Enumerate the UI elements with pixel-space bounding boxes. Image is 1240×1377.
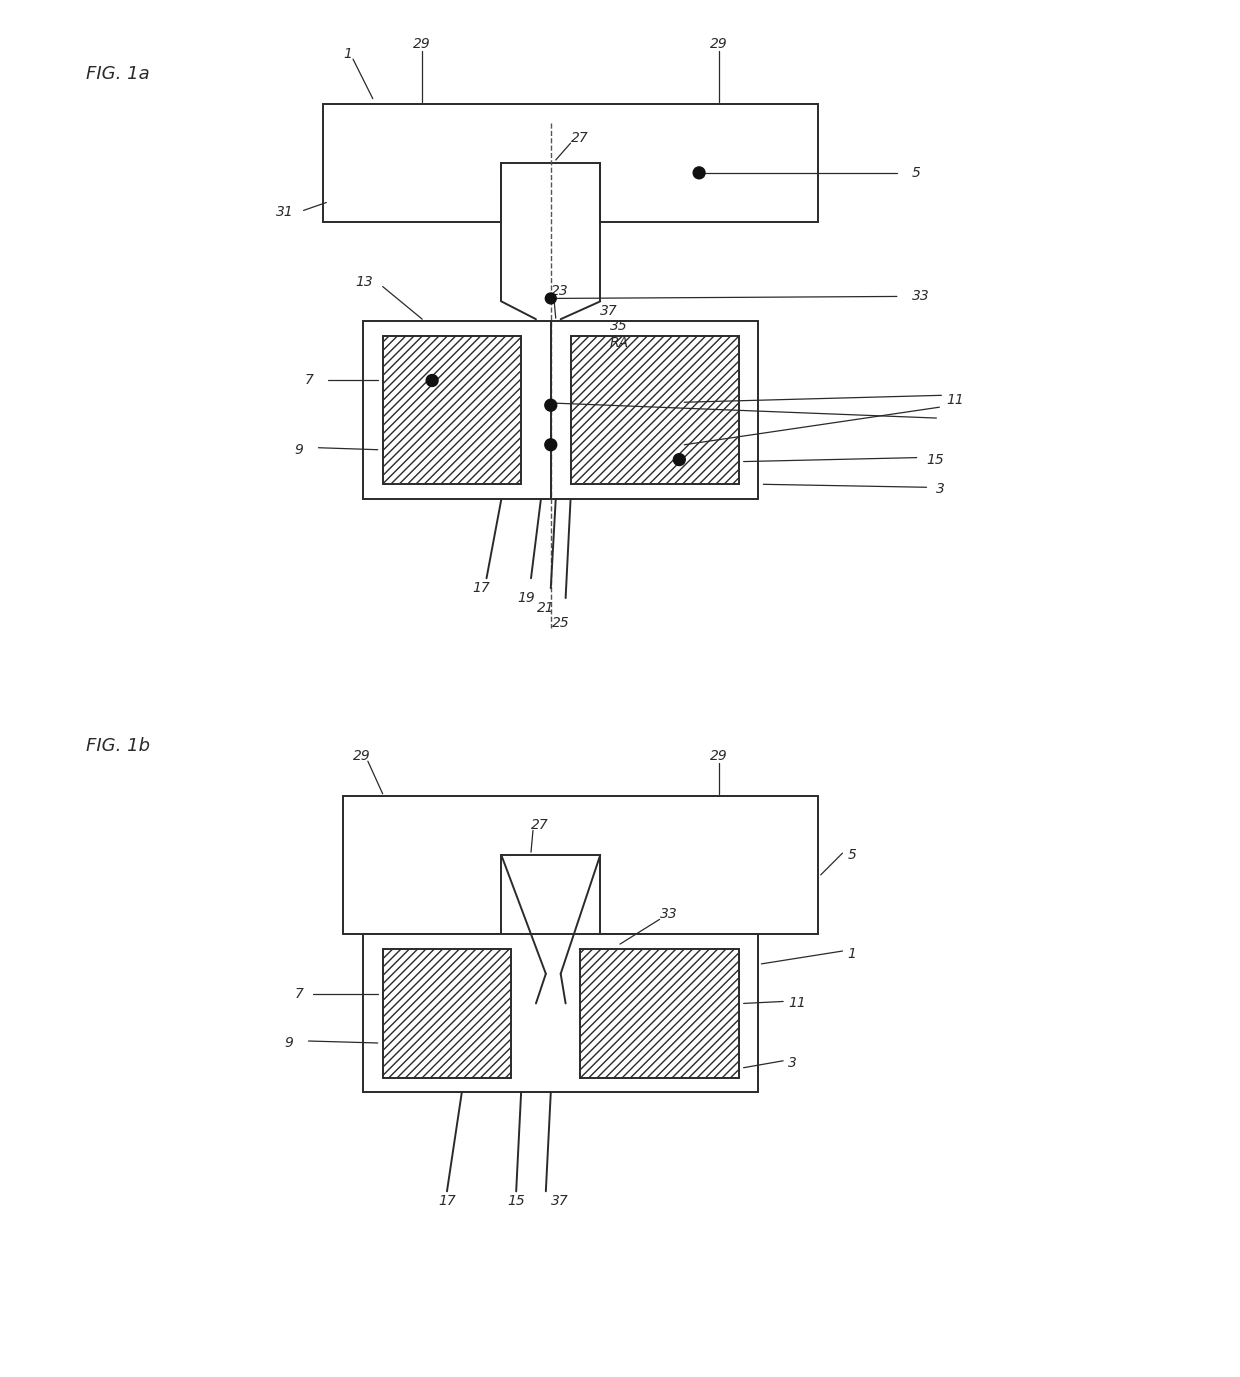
Text: 27: 27: [531, 818, 549, 833]
Text: 11: 11: [789, 997, 806, 1011]
Text: 3: 3: [936, 482, 945, 496]
Text: 1: 1: [847, 947, 857, 961]
Bar: [570, 336, 739, 485]
Text: 29: 29: [711, 37, 728, 51]
Bar: [383, 949, 511, 1078]
Text: 23: 23: [551, 285, 568, 299]
Text: 11: 11: [946, 394, 963, 408]
Polygon shape: [343, 796, 817, 934]
Text: 7: 7: [305, 373, 314, 387]
Text: 9: 9: [285, 1036, 294, 1051]
Bar: [383, 336, 521, 485]
Circle shape: [693, 167, 706, 179]
Text: 35: 35: [610, 319, 627, 333]
Circle shape: [544, 399, 557, 412]
Text: FIG. 1b: FIG. 1b: [86, 737, 150, 756]
Text: 27: 27: [570, 131, 588, 145]
Text: 29: 29: [711, 749, 728, 763]
Text: 15: 15: [507, 1194, 525, 1208]
Text: 5: 5: [847, 848, 857, 862]
Text: 7: 7: [295, 986, 304, 1001]
Circle shape: [427, 375, 438, 387]
Text: 17: 17: [438, 1194, 456, 1208]
Text: 13: 13: [355, 274, 373, 289]
Text: 33: 33: [660, 907, 677, 921]
Text: 5: 5: [911, 165, 920, 180]
Bar: [580, 949, 739, 1078]
Text: 1: 1: [343, 47, 352, 61]
Text: 37: 37: [551, 1194, 568, 1208]
Text: FIG. 1a: FIG. 1a: [86, 65, 150, 83]
Polygon shape: [324, 103, 817, 222]
Bar: [363, 321, 759, 498]
Circle shape: [546, 293, 557, 304]
Text: 21: 21: [537, 600, 554, 616]
Text: 9: 9: [295, 442, 304, 457]
Bar: [363, 934, 759, 1092]
Text: 33: 33: [911, 289, 930, 303]
Text: 25: 25: [552, 616, 569, 629]
Text: 17: 17: [472, 581, 491, 595]
Text: 37: 37: [600, 304, 618, 318]
Text: 15: 15: [926, 453, 945, 467]
Text: 29: 29: [413, 37, 432, 51]
Text: 3: 3: [789, 1056, 797, 1070]
Text: 29: 29: [353, 749, 371, 763]
Text: RA: RA: [610, 336, 629, 350]
Circle shape: [673, 453, 686, 465]
Text: 19: 19: [517, 591, 534, 605]
Circle shape: [544, 439, 557, 450]
Text: 31: 31: [277, 205, 294, 219]
